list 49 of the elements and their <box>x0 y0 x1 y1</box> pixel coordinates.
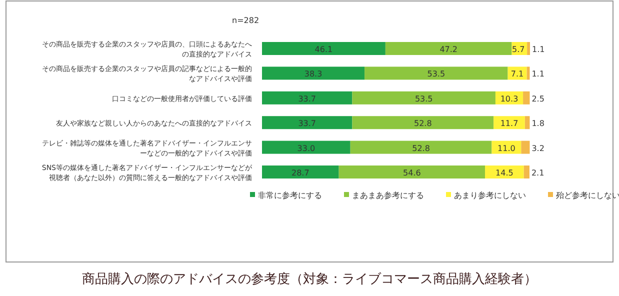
data-label: 1.1 <box>532 45 545 54</box>
data-label: 2.5 <box>532 94 544 104</box>
data-label: 11.7 <box>500 119 518 128</box>
data-label: 10.3 <box>500 94 518 104</box>
bar <box>352 116 494 130</box>
data-label: 52.8 <box>412 144 430 153</box>
bar <box>262 116 352 130</box>
data-label: 38.3 <box>304 70 322 79</box>
bar <box>262 91 352 104</box>
bar <box>385 42 512 55</box>
bar <box>262 42 386 55</box>
data-label: 47.2 <box>440 45 458 54</box>
bar <box>523 91 530 104</box>
data-label: 1.1 <box>532 70 544 79</box>
legend-label: 非常に参考にする <box>258 191 322 200</box>
data-label: 54.6 <box>403 168 421 178</box>
bar <box>364 66 508 80</box>
data-label: 11.0 <box>498 144 516 153</box>
data-label: 5.7 <box>512 45 525 54</box>
data-label: 28.7 <box>292 168 310 178</box>
legend-label: あまり参考にしない <box>454 191 526 200</box>
data-label: 33.0 <box>297 144 316 153</box>
bar <box>262 166 339 178</box>
bar <box>524 166 530 178</box>
bar <box>527 42 530 55</box>
data-label: 33.7 <box>298 119 316 128</box>
legend-label: まあまあ参考にする <box>352 191 424 200</box>
bar <box>262 140 350 154</box>
data-label: 53.5 <box>414 94 433 104</box>
bar <box>262 66 365 80</box>
bar <box>338 166 486 178</box>
data-label: 14.5 <box>496 168 514 178</box>
data-label: 1.8 <box>532 119 544 128</box>
bar <box>521 140 530 154</box>
data-label: 7.1 <box>510 70 524 79</box>
data-label: 46.1 <box>314 45 333 54</box>
bar <box>485 166 524 178</box>
data-label: 2.1 <box>531 168 544 178</box>
bar <box>352 91 496 104</box>
data-label: 3.2 <box>532 144 544 153</box>
text: n=282 <box>232 16 260 25</box>
legend-label: 殆ど参考にしない <box>556 191 619 200</box>
text: 商品購入の際のアドバイスの参考度（対象：ライブコマース商品購入経験者） <box>82 271 537 287</box>
data-label: 53.5 <box>427 70 446 79</box>
data-label: 33.7 <box>298 94 316 104</box>
bar <box>494 116 525 130</box>
data-label: 52.8 <box>414 119 432 128</box>
bar <box>350 140 492 154</box>
bar <box>524 116 530 130</box>
